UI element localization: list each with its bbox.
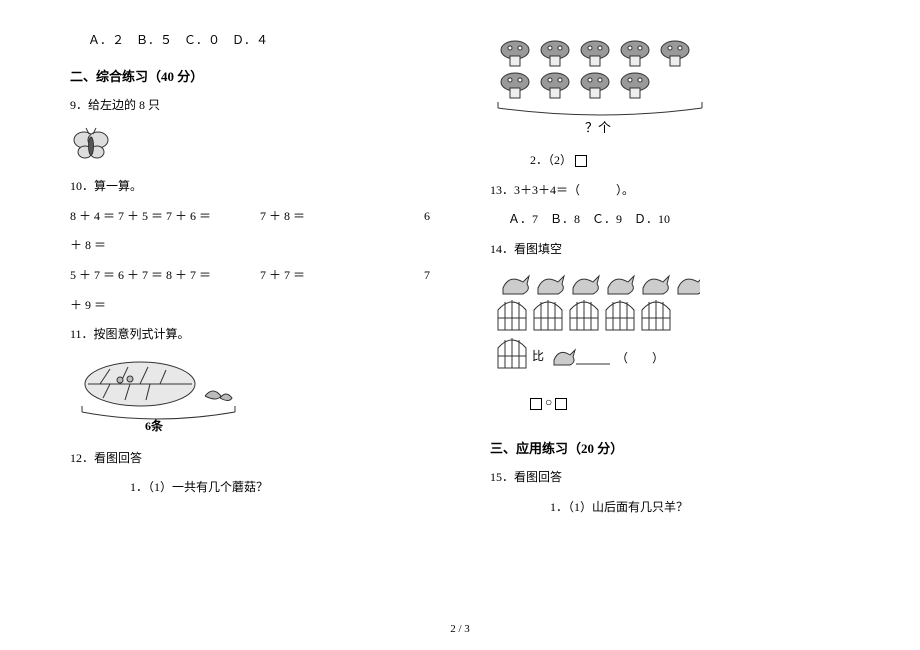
options-line: Ａ．２ Ｂ．５ Ｃ．０ Ｄ．４ [70, 30, 430, 52]
q14-title: 14．看图填空 [490, 239, 850, 261]
q13-text: 13．3＋3＋4＝（ ）。 [490, 180, 850, 202]
q10-r1b: ＋ 8 ＝ [70, 235, 430, 257]
q10-r1-right: 6 [360, 206, 430, 228]
square-icon [555, 398, 567, 410]
q15-sub1: 1．（1）山后面有几只羊？ [490, 497, 850, 519]
q10-r2b: ＋ 9 ＝ [70, 295, 430, 317]
mushrooms-image: ？个 [490, 36, 710, 140]
q10-row1: 8 ＋ 4 ＝ 7 ＋ 5 ＝ 7 ＋ 6 ＝ 7 ＋ 8 ＝ 6 [70, 206, 430, 228]
q10-r2-mid: 7 ＋ 7 ＝ [260, 265, 360, 287]
q12-2-text: 2．（2） [530, 153, 572, 167]
butterfly-image [70, 124, 112, 166]
q13-options: Ａ．7 Ｂ．8 Ｃ．9 Ｄ．10 [490, 209, 850, 231]
two-column-layout: Ａ．２ Ｂ．５ Ｃ．０ Ｄ．４ 二、综合练习（40 分） 9．给左边的 8 只 … [70, 30, 850, 526]
q15-title: 15．看图回答 [490, 467, 850, 489]
square-icon [530, 398, 542, 410]
q10-r2-left: 5 ＋ 7 ＝ 6 ＋ 7 ＝ 8 ＋ 7 ＝ [70, 265, 260, 287]
q10-row2: 5 ＋ 7 ＝ 6 ＋ 7 ＝ 8 ＋ 7 ＝ 7 ＋ 7 ＝ 7 [70, 265, 430, 287]
q12-title: 12．看图回答 [70, 448, 430, 470]
svg-text:（ ）: （ ） [616, 351, 664, 365]
leaf-image: 6条 [70, 354, 240, 438]
q10-r1-mid: 7 ＋ 8 ＝ [260, 206, 360, 228]
right-column: ？个 2．（2） 13．3＋3＋4＝（ ）。 Ａ．7 Ｂ．8 Ｃ．9 Ｄ．10 … [490, 30, 850, 526]
birds-cages-image: 比 （ ） [490, 268, 700, 382]
circle-text: ○ [545, 395, 552, 409]
q11-title: 11．按图意列式计算。 [70, 324, 430, 346]
section-3-title: 三、应用练习（20 分） [490, 438, 850, 457]
svg-text:比: 比 [532, 349, 544, 363]
q10-r1-left: 8 ＋ 4 ＝ 7 ＋ 5 ＝ 7 ＋ 6 ＝ [70, 206, 260, 228]
leaf-label-text: 6条 [145, 418, 164, 433]
page-number: 2 / 3 [0, 623, 920, 635]
q9-text: 9．给左边的 8 只 [70, 95, 430, 117]
q10-r2-right: 7 [360, 265, 430, 287]
section-2-title: 二、综合练习（40 分） [70, 66, 430, 85]
left-column: Ａ．２ Ｂ．５ Ｃ．０ Ｄ．４ 二、综合练习（40 分） 9．给左边的 8 只 … [70, 30, 430, 526]
q12-sub1: 1．（1）一共有几个蘑菇？ [70, 477, 430, 499]
compare-squares: ○ [490, 392, 850, 414]
answer-square-icon [575, 155, 587, 167]
mushroom-label-text: ？个 [585, 120, 611, 135]
q10-title: 10．算一算。 [70, 176, 430, 198]
q12-sub2: 2．（2） [490, 150, 850, 172]
